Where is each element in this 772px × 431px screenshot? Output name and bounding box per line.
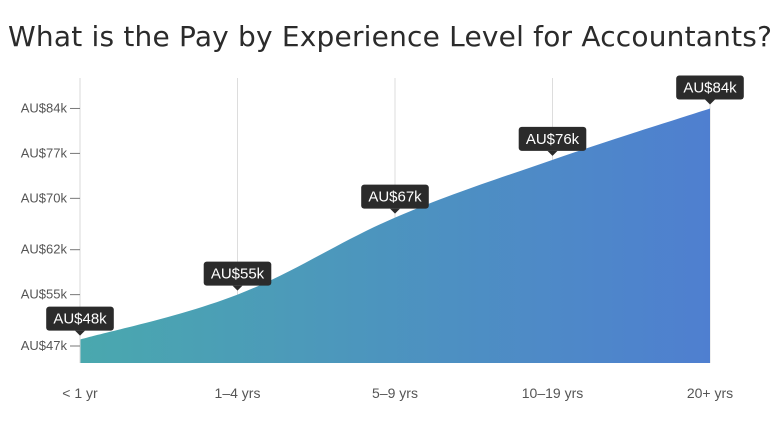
data-label-text: AU$55k (211, 266, 265, 283)
chart-title: What is the Pay by Experience Level for … (8, 20, 772, 53)
data-label-pointer (232, 285, 243, 291)
data-label-pointer (705, 99, 715, 105)
data-label: AU$48k (46, 306, 114, 336)
x-tick-label: 5–9 yrs (372, 385, 418, 401)
data-label-pointer (547, 150, 558, 156)
data-label-pointer (75, 330, 85, 336)
x-tick-label: 1–4 yrs (215, 385, 261, 401)
y-tick-label: AU$77k (21, 145, 68, 160)
data-label: AU$55k (203, 261, 272, 291)
data-label: AU$84k (676, 75, 744, 105)
y-tick-label: AU$84k (21, 100, 68, 115)
data-label-box (203, 261, 272, 286)
y-tick-label: AU$62k (21, 242, 68, 257)
x-tick-label: < 1 yr (62, 385, 98, 401)
x-tick-label: 10–19 yrs (522, 385, 583, 401)
y-tick-label: AU$55k (21, 287, 68, 302)
y-tick-label: AU$47k (21, 338, 68, 353)
data-label-text: AU$76k (526, 131, 580, 148)
data-label-box (676, 75, 744, 100)
data-label-pointer (390, 208, 400, 214)
x-tick-label: 20+ yrs (687, 385, 733, 401)
data-label-text: AU$67k (368, 189, 422, 206)
data-label-box (518, 126, 587, 151)
data-label-text: AU$84k (683, 79, 737, 96)
data-label-text: AU$48k (53, 311, 107, 328)
y-tick-label: AU$70k (21, 190, 68, 205)
data-label-box (361, 184, 429, 209)
data-label: AU$76k (518, 126, 587, 156)
data-label: AU$67k (361, 184, 429, 214)
data-label-box (46, 306, 114, 331)
pay-area (80, 108, 710, 364)
